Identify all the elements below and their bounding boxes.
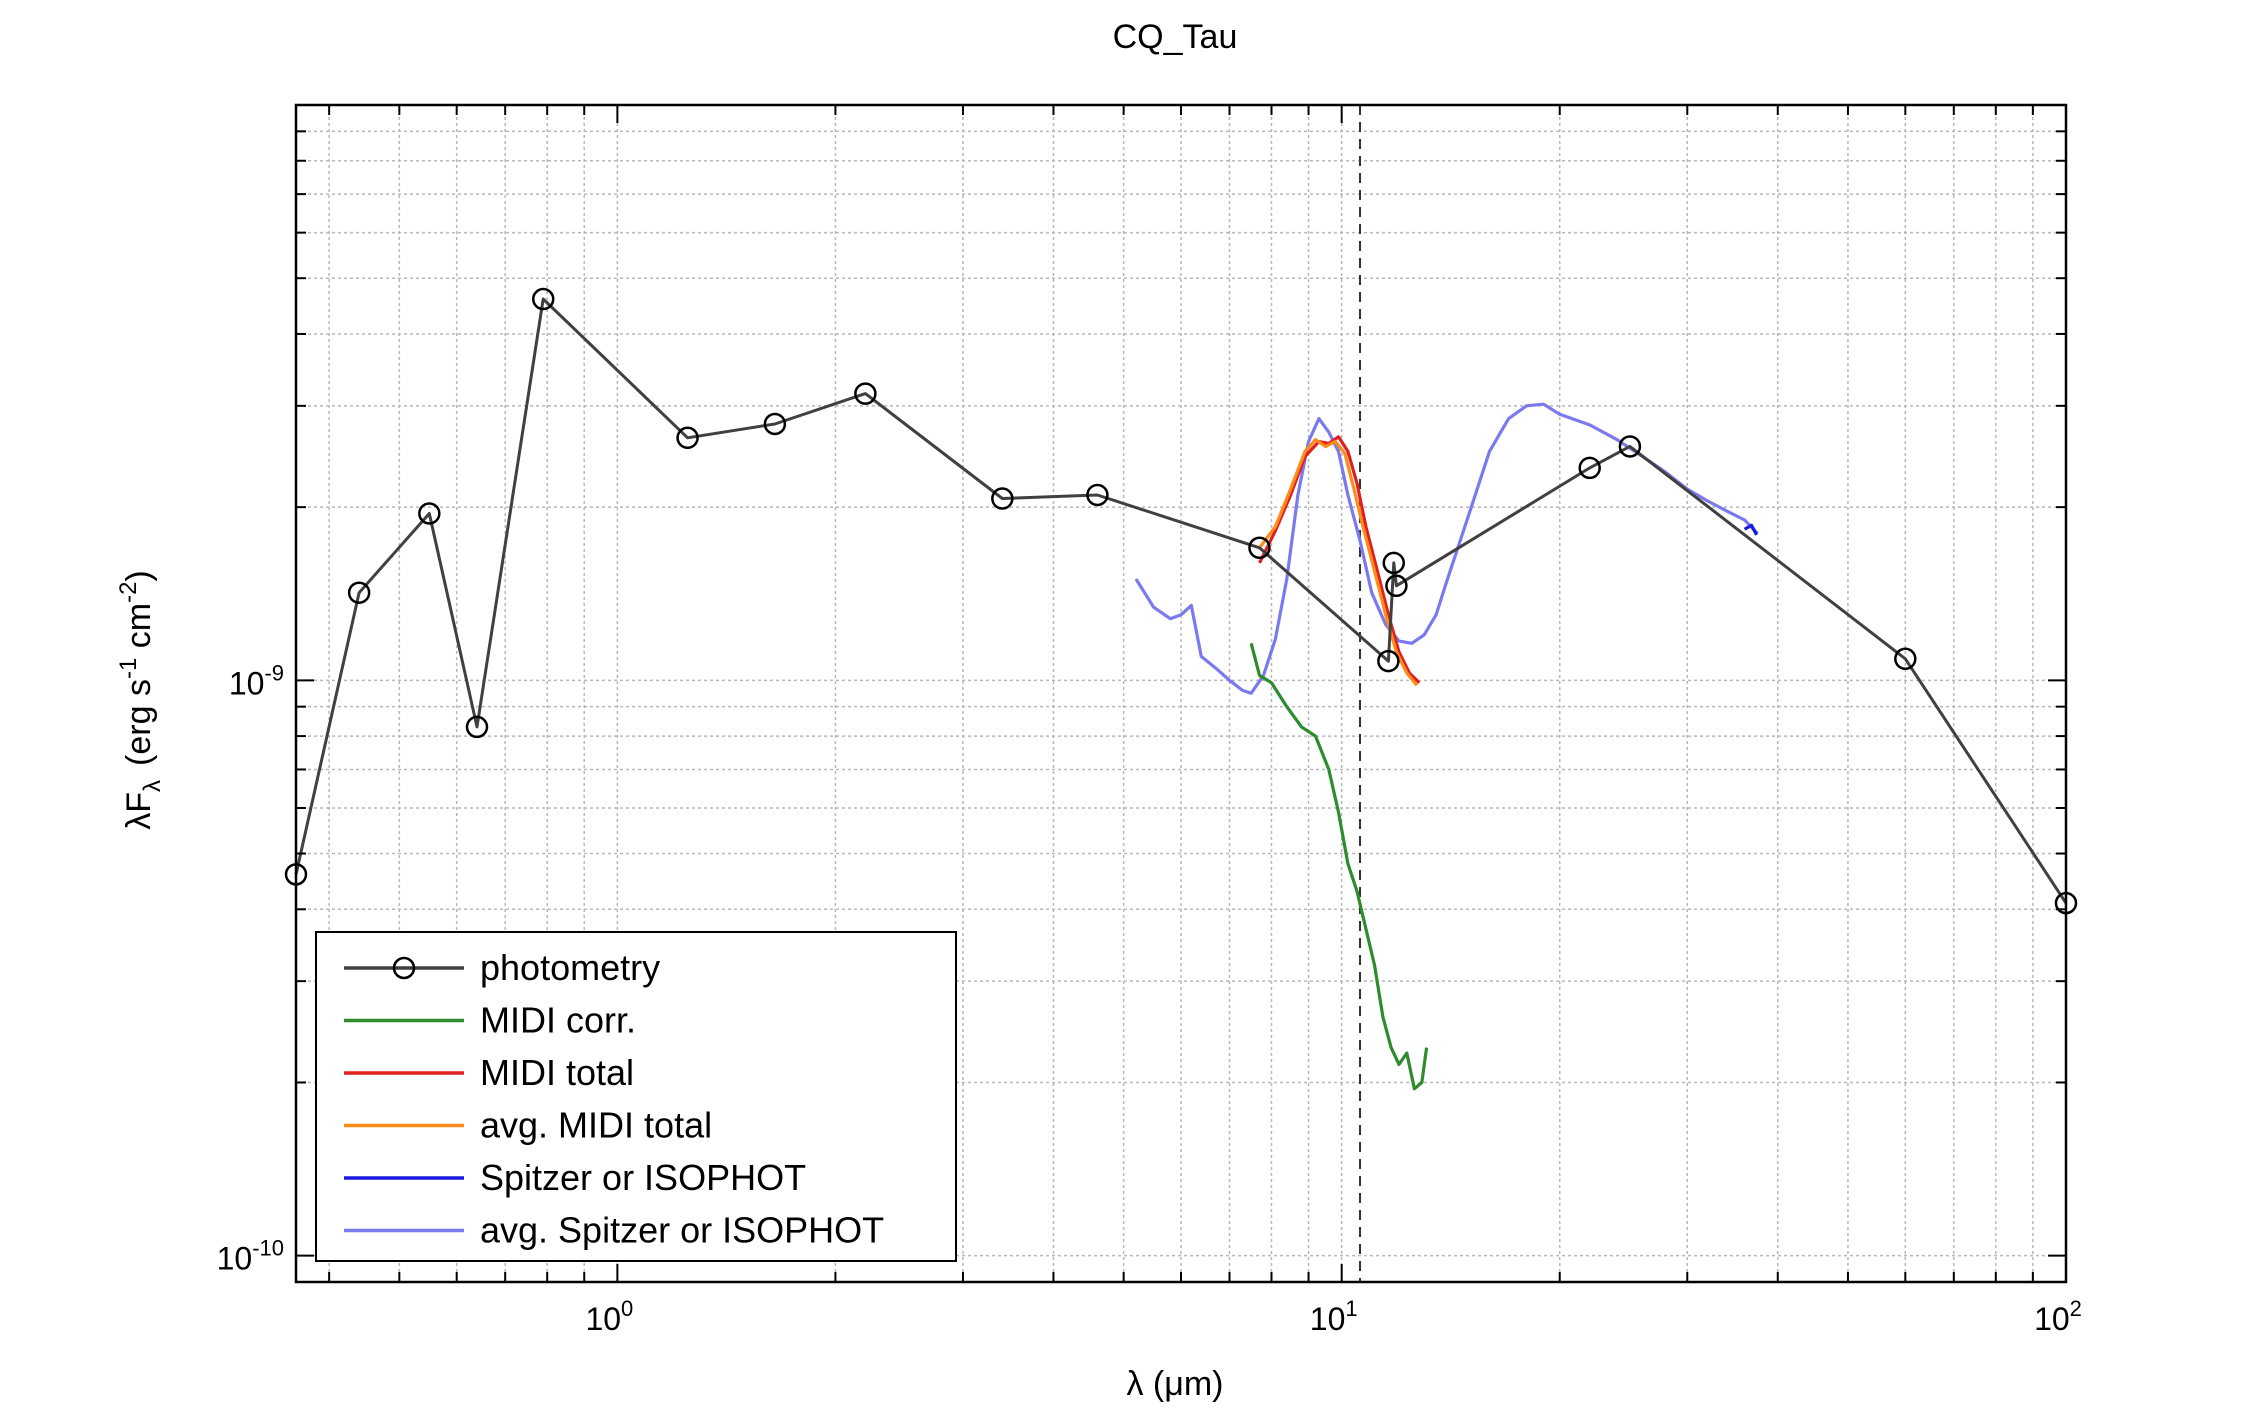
y-axis-label-main: λF bbox=[120, 792, 158, 830]
photometry-point bbox=[1618, 435, 1642, 458]
photometry-point bbox=[1894, 647, 1917, 671]
legend-marker bbox=[392, 956, 416, 980]
series-line-4 bbox=[1743, 523, 1759, 536]
series-line-2 bbox=[1258, 435, 1421, 684]
legend-label: photometry bbox=[480, 947, 660, 988]
legend-box bbox=[315, 931, 957, 1262]
series-line-0 bbox=[294, 297, 2068, 904]
y-axis-label-exp2: -2 bbox=[115, 582, 142, 603]
legend-label: avg. MIDI total bbox=[480, 1105, 712, 1146]
y-axis-label-exp1: -1 bbox=[115, 658, 142, 679]
plot-frame bbox=[294, 103, 2068, 1284]
photometry-point bbox=[676, 426, 699, 450]
x-tick-label: 101 bbox=[1310, 1296, 1358, 1337]
x-tick-label: 100 bbox=[585, 1296, 633, 1337]
photometry-point bbox=[1377, 649, 1400, 673]
y-axis-label-close: ) bbox=[120, 570, 158, 581]
axes bbox=[294, 103, 2068, 1284]
grid-lines bbox=[296, 104, 2067, 1283]
photometry-point bbox=[1382, 551, 1406, 575]
photometry-point bbox=[1248, 536, 1271, 560]
photometry-point bbox=[1086, 483, 1109, 507]
y-axis-label-sub: λ bbox=[139, 780, 166, 792]
x-tick-label: 102 bbox=[2034, 1296, 2082, 1337]
photometry-point bbox=[763, 412, 787, 436]
legend-label: MIDI corr. bbox=[480, 1000, 636, 1041]
series-line-1 bbox=[1249, 642, 1429, 1091]
legend-label: avg. Spitzer or ISOPHOT bbox=[480, 1210, 884, 1251]
photometry-point bbox=[531, 287, 555, 311]
chart-title: CQ_Tau bbox=[1113, 18, 1238, 56]
photometry-point bbox=[1385, 574, 1408, 598]
y-tick-label: 10-10 bbox=[217, 1236, 284, 1277]
photometry-point bbox=[418, 502, 441, 525]
photometry-point bbox=[1578, 456, 1601, 480]
series-layer bbox=[284, 287, 2078, 1091]
y-axis-label-units: (erg s bbox=[120, 679, 158, 766]
x-axis-label: λ (μm) bbox=[1126, 1365, 1223, 1403]
y-tick-label: 10-9 bbox=[229, 660, 284, 701]
photometry-point bbox=[465, 715, 489, 739]
svg-text:λFλ(erg s-1 cm-2): λFλ (erg s-1 cm-2) bbox=[115, 570, 166, 830]
y-axis-label: λFλ (erg s-1 cm-2) bbox=[115, 570, 166, 830]
legend-label: MIDI total bbox=[480, 1052, 634, 1093]
legend: photometry MIDI corr. MIDI total avg. MIDI … bbox=[315, 931, 957, 1262]
series-line-3 bbox=[1258, 438, 1419, 687]
photometry-point bbox=[347, 581, 371, 604]
photometry-point bbox=[991, 487, 1014, 510]
tick-labels: 100 101 102 10-10 10-9 bbox=[217, 660, 2082, 1337]
legend-label: Spitzer or ISOPHOT bbox=[480, 1157, 806, 1198]
y-axis-label-cm: cm bbox=[120, 603, 158, 658]
photometry-point bbox=[854, 382, 877, 405]
